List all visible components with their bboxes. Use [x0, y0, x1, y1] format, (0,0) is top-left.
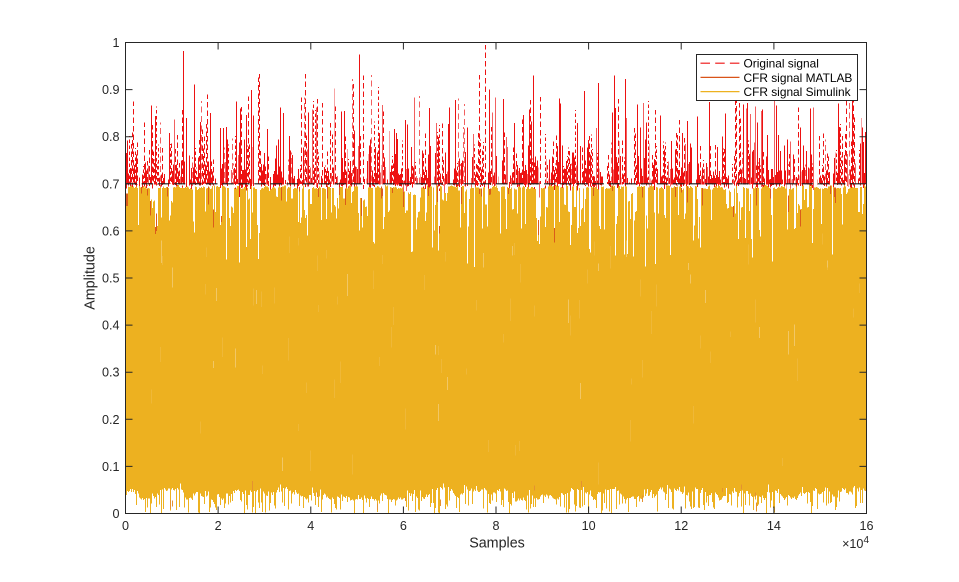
svg-text:Amplitude: Amplitude	[83, 246, 99, 310]
svg-text:6: 6	[400, 519, 407, 533]
svg-text:0.2: 0.2	[102, 413, 120, 427]
svg-text:0.8: 0.8	[102, 130, 120, 144]
svg-text:CFR signal MATLAB: CFR signal MATLAB	[744, 71, 853, 85]
svg-text:Samples: Samples	[469, 536, 525, 552]
svg-text:8: 8	[492, 519, 499, 533]
svg-text:0.3: 0.3	[102, 366, 120, 380]
svg-text:0: 0	[112, 507, 119, 521]
svg-text:0.5: 0.5	[102, 272, 120, 286]
svg-text:CFR signal Simulink: CFR signal Simulink	[744, 85, 851, 99]
svg-text:0.7: 0.7	[102, 177, 120, 191]
svg-text:Original signal: Original signal	[744, 57, 819, 71]
svg-text:4: 4	[307, 519, 314, 533]
svg-text:10: 10	[582, 519, 596, 533]
svg-text:0: 0	[122, 519, 129, 533]
svg-text:0.1: 0.1	[102, 460, 120, 474]
svg-text:1: 1	[112, 36, 119, 50]
svg-text:×104: ×104	[842, 535, 869, 551]
svg-text:0.4: 0.4	[102, 319, 120, 333]
svg-text:2: 2	[215, 519, 222, 533]
svg-text:0.9: 0.9	[102, 83, 120, 97]
svg-text:14: 14	[767, 519, 781, 533]
svg-text:0.6: 0.6	[102, 224, 120, 238]
svg-text:16: 16	[859, 519, 873, 533]
svg-text:12: 12	[674, 519, 688, 533]
